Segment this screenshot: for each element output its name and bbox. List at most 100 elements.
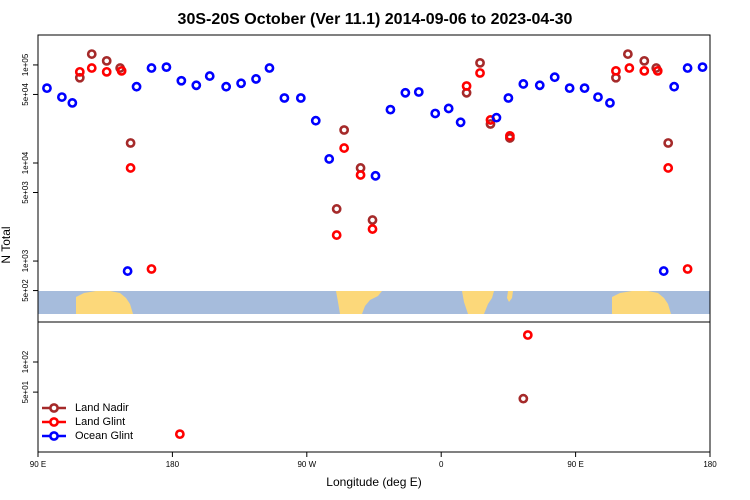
plot-frame	[37, 34, 711, 453]
point	[504, 130, 515, 141]
point	[639, 65, 650, 76]
point	[42, 83, 52, 94]
point	[176, 75, 187, 86]
point	[663, 138, 674, 148]
point	[125, 138, 136, 148]
y-axis-label: N Total	[0, 226, 13, 263]
point	[339, 143, 350, 153]
point	[86, 63, 97, 73]
point	[331, 204, 342, 214]
x-tick-label: 90 E	[567, 460, 583, 469]
point	[221, 81, 232, 92]
point	[324, 154, 335, 164]
point	[669, 81, 680, 92]
point	[331, 230, 342, 240]
x-tick-label: 0	[439, 460, 444, 469]
point	[652, 65, 663, 76]
point	[534, 80, 545, 91]
point	[605, 98, 615, 108]
point	[491, 112, 502, 123]
land	[336, 291, 382, 314]
point	[485, 119, 496, 129]
point	[658, 266, 669, 276]
x-tick-label: 90 E	[30, 460, 46, 469]
point	[475, 68, 485, 78]
y-tick-label: 1e+05	[21, 53, 30, 76]
point	[74, 66, 85, 77]
point	[503, 93, 514, 103]
point	[56, 92, 67, 102]
point	[251, 74, 261, 84]
point	[400, 87, 411, 98]
x-tick-label: 180	[703, 460, 717, 469]
point	[101, 66, 112, 77]
y-tick-label: 5e+03	[21, 181, 30, 204]
point	[579, 83, 590, 94]
point	[663, 163, 674, 173]
legend-marker	[49, 417, 59, 427]
point	[146, 264, 157, 274]
legend-marker	[49, 431, 59, 441]
point	[174, 429, 185, 440]
point	[67, 98, 78, 108]
point	[370, 170, 381, 181]
point	[385, 104, 396, 115]
ocean	[38, 291, 710, 314]
land	[612, 291, 671, 314]
y-tick-label: 1e+04	[21, 151, 30, 174]
point	[430, 108, 441, 119]
point	[697, 62, 708, 73]
y-tick-label: 5e+02	[21, 279, 30, 302]
map-strip	[38, 291, 710, 314]
point	[639, 55, 650, 66]
point	[461, 81, 472, 91]
point	[518, 79, 529, 89]
y-tick-label: 5e+01	[21, 380, 30, 403]
point	[682, 264, 693, 274]
point	[549, 72, 560, 83]
point	[593, 92, 603, 102]
land	[507, 291, 513, 302]
point	[264, 63, 275, 73]
point	[161, 62, 172, 73]
point	[116, 65, 127, 76]
x-axis-label: Longitude (deg E)	[326, 475, 421, 489]
legend-label: Land Glint	[75, 416, 125, 428]
legend-label: Land Nadir	[75, 402, 129, 414]
land	[76, 291, 133, 314]
point	[131, 81, 142, 92]
legend-marker	[49, 403, 59, 413]
y-tick-label: 1e+03	[21, 249, 30, 272]
point	[622, 49, 633, 59]
point	[101, 55, 112, 66]
point	[86, 49, 97, 59]
point	[295, 93, 306, 103]
point	[522, 330, 533, 340]
y-tick-label: 5e+04	[21, 83, 30, 106]
point	[367, 224, 378, 234]
point	[204, 71, 215, 81]
point	[191, 80, 202, 91]
point	[279, 93, 290, 103]
x-tick-label: 180	[166, 460, 180, 469]
chart-title: 30S-20S October (Ver 11.1) 2014-09-06 to…	[178, 11, 573, 28]
point	[455, 117, 466, 128]
land	[462, 291, 494, 314]
point	[475, 57, 485, 68]
point	[624, 63, 635, 73]
point	[367, 215, 378, 225]
point	[443, 103, 454, 114]
x-tick-label: 90 W	[297, 460, 316, 469]
point	[310, 115, 321, 126]
point	[682, 63, 693, 73]
point	[413, 87, 424, 97]
point	[518, 393, 529, 404]
point	[611, 65, 621, 76]
point	[339, 125, 350, 135]
point	[236, 78, 246, 89]
point	[564, 83, 575, 94]
point	[122, 266, 133, 276]
legend-label: Ocean Glint	[75, 430, 133, 442]
point	[146, 63, 157, 73]
